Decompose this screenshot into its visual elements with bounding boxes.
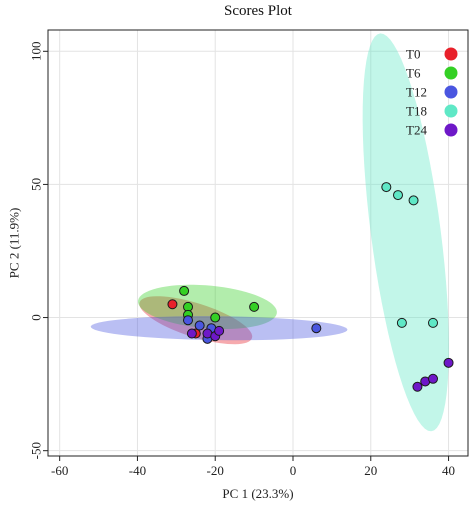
- legend-label-t18: T18: [406, 104, 427, 119]
- point-t24: [214, 325, 225, 336]
- point-t24: [428, 373, 438, 384]
- x-tick-label: -20: [207, 463, 224, 478]
- point-t6: [249, 301, 260, 312]
- point-t0: [167, 299, 178, 310]
- plot-frame: [47, 29, 469, 457]
- x-tick-label: 20: [364, 463, 377, 478]
- point-t12: [183, 315, 193, 326]
- point-t18: [381, 182, 392, 193]
- point-t12: [311, 323, 322, 334]
- legend-marker-t24: [444, 123, 458, 137]
- point-t24: [186, 328, 197, 339]
- point-t6: [179, 285, 190, 296]
- data-points: [167, 182, 454, 392]
- x-tick-label: -40: [129, 463, 146, 478]
- x-tick-label: -60: [51, 463, 68, 478]
- legend-label-t24: T24: [406, 123, 427, 138]
- chart-title: Scores Plot: [224, 3, 293, 19]
- point-t6: [210, 312, 221, 323]
- point-t18: [428, 317, 438, 328]
- ellipse-t0: [139, 296, 253, 345]
- legend-label-t6: T6: [406, 66, 421, 81]
- legend-marker-t12: [444, 85, 458, 99]
- y-tick-label: 100: [29, 42, 44, 62]
- ellipse-t18: [362, 33, 449, 432]
- point-t18: [408, 195, 419, 206]
- legend-label-t0: T0: [406, 47, 420, 62]
- point-t18: [393, 190, 403, 201]
- legend-marker-t0: [444, 47, 458, 61]
- legend: T0 T6 T12 T18 T24: [406, 47, 458, 138]
- legend-marker-t18: [444, 104, 458, 118]
- ellipse-t6: [138, 284, 277, 329]
- axis-ticks: -60 -40 -20 0 20 40 -50 0 50 100: [29, 42, 456, 478]
- legend-marker-t6: [444, 66, 458, 80]
- y-tick-label: 50: [29, 178, 44, 191]
- point-t12: [194, 320, 205, 331]
- y-axis-label: PC 2 (11.9%): [7, 208, 22, 279]
- legend-label-t12: T12: [406, 85, 427, 100]
- x-axis-label: PC 1 (23.3%): [222, 486, 293, 501]
- point-t24: [443, 357, 454, 368]
- point-t24: [412, 381, 423, 392]
- y-tick-label: -50: [29, 442, 44, 459]
- x-tick-label: 0: [290, 463, 297, 478]
- grid-layer: [48, 30, 468, 456]
- point-t18: [396, 317, 407, 328]
- x-tick-label: 40: [442, 463, 455, 478]
- y-tick-label: 0: [29, 314, 44, 321]
- confidence-ellipses: [90, 33, 449, 432]
